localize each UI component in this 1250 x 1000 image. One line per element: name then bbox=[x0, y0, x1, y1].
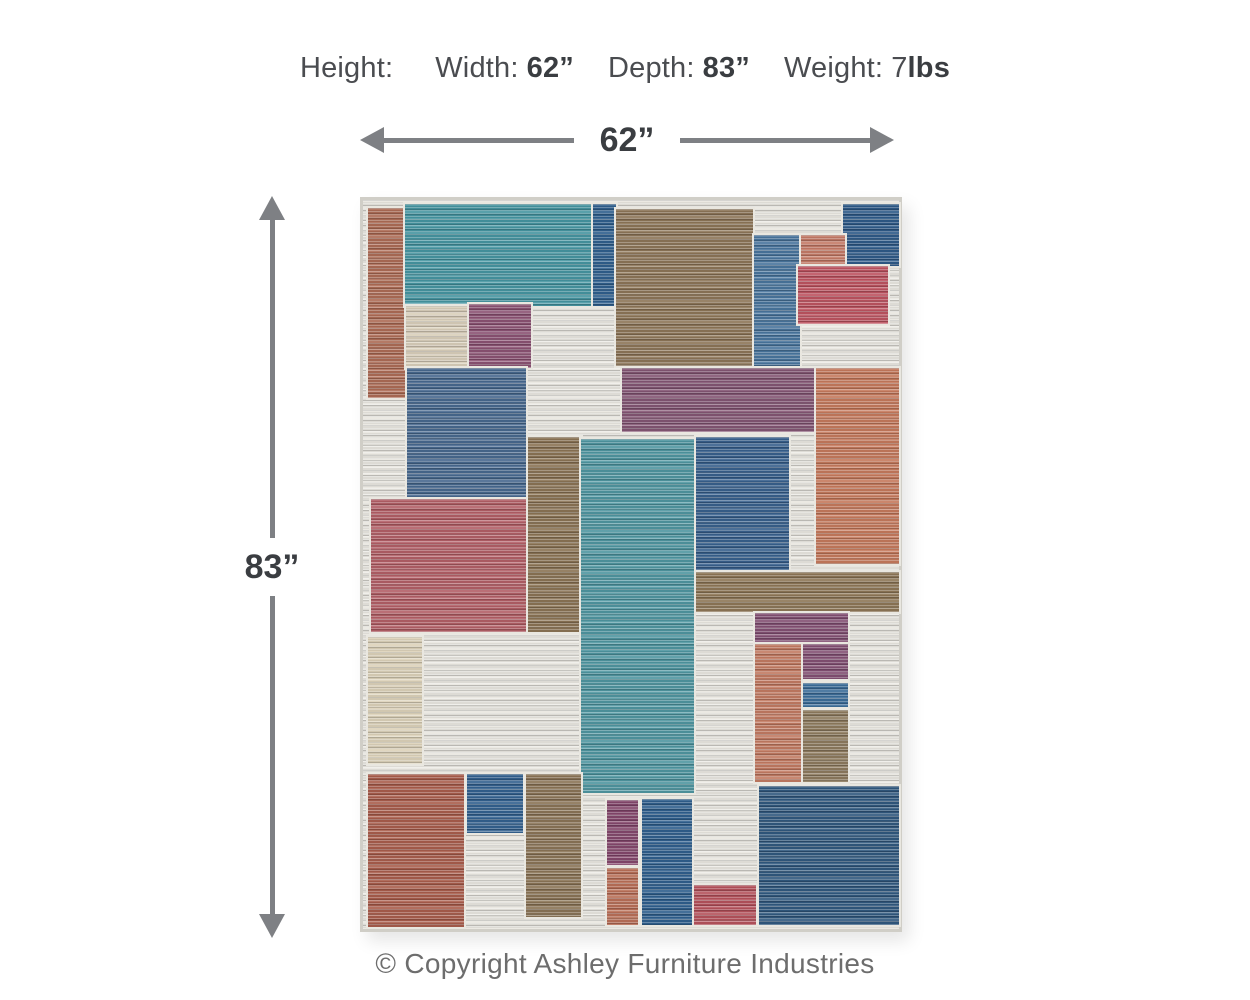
height-spec: Height: bbox=[300, 52, 401, 85]
navy-strip-top bbox=[592, 203, 616, 306]
width-label: Width: bbox=[435, 52, 519, 84]
red-block-top-right bbox=[798, 265, 889, 324]
height-label: Height: bbox=[299, 52, 394, 84]
blue-small-lower-right bbox=[803, 682, 848, 707]
plum-wide-block bbox=[621, 367, 814, 432]
brown-strip-middle bbox=[528, 436, 581, 633]
mauve-block-upper-mid bbox=[469, 303, 532, 368]
weight-label: Weight: bbox=[784, 52, 884, 84]
rust-strip-top-left bbox=[367, 208, 406, 398]
orange-tall-right bbox=[815, 367, 899, 565]
navy-block-top-right bbox=[842, 203, 899, 266]
weight-unit: lbs bbox=[907, 52, 951, 84]
width-dimension-arrow: 62” bbox=[360, 121, 895, 159]
arrowhead-right-icon bbox=[870, 127, 895, 153]
width-arrow-line-left bbox=[384, 137, 574, 143]
rug-product-image bbox=[360, 197, 902, 932]
red-big-block-left bbox=[371, 498, 527, 633]
brown-small-lower-right bbox=[803, 709, 848, 782]
salmon-small-bottom-center bbox=[607, 867, 639, 926]
blue-column-top-right bbox=[753, 234, 801, 367]
depth-label: Depth: bbox=[607, 52, 695, 84]
blue-small-bottom-left bbox=[466, 773, 524, 834]
mauve-small-bottom-center bbox=[607, 799, 639, 865]
height-dimension-arrow: 83” bbox=[242, 196, 302, 938]
brown-strip-bottom bbox=[525, 773, 581, 918]
red-small-bottom-center bbox=[694, 884, 756, 925]
mauve-column-lower-right bbox=[801, 643, 848, 679]
weight-spec: Weight: 7 lbs bbox=[784, 52, 950, 85]
copyright-text: © Copyright Ashley Furniture Industries bbox=[375, 948, 875, 979]
cream-block-mid-left bbox=[405, 305, 470, 368]
navy-big-bottom-right bbox=[758, 786, 899, 926]
teal-block-top bbox=[405, 203, 593, 306]
terracotta-bottom-left bbox=[367, 773, 465, 927]
depth-value: 83” bbox=[702, 52, 750, 84]
teal-big-center bbox=[580, 439, 695, 793]
height-annotation: 83” bbox=[242, 538, 302, 596]
salmon-small-top-right bbox=[800, 234, 846, 266]
navy-block-center bbox=[696, 436, 789, 571]
salmon-tall-lower-right bbox=[755, 643, 801, 783]
width-annotation: 62” bbox=[599, 121, 655, 159]
cream-strip-bottom-left bbox=[367, 637, 423, 765]
navy-column-bottom-center bbox=[641, 798, 692, 925]
arrowhead-left-icon bbox=[360, 127, 384, 153]
weight-value: 7 bbox=[891, 52, 908, 84]
spec-line: Height: Width: 62” Depth: 83” Weight: 7 lbs bbox=[0, 52, 1250, 85]
height-arrow-line-bottom bbox=[269, 596, 275, 914]
width-value: 62” bbox=[526, 52, 574, 84]
arrowhead-up-icon bbox=[259, 196, 285, 220]
arrowhead-down-icon bbox=[259, 914, 285, 938]
width-arrow-line-right bbox=[680, 137, 871, 143]
mauve-wide-lower-right bbox=[755, 613, 848, 644]
brown-band-right bbox=[696, 571, 899, 612]
blue-block-mid-left bbox=[407, 367, 526, 499]
width-spec: Width: 62” bbox=[435, 52, 574, 85]
height-arrow-line-top bbox=[269, 220, 275, 538]
brown-block-top bbox=[615, 208, 753, 367]
depth-spec: Depth: 83” bbox=[608, 52, 750, 85]
